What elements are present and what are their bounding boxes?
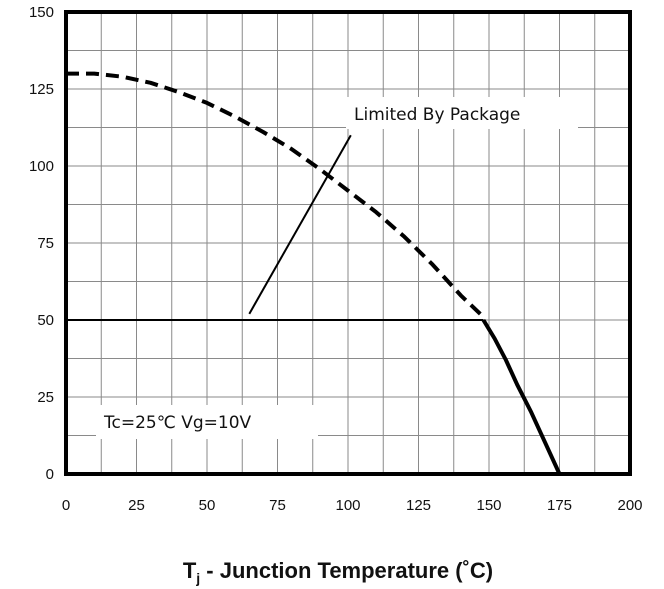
x-tick-label: 75 [269, 497, 286, 514]
series-line-1 [66, 71, 485, 319]
x-tick-label: 125 [406, 497, 431, 514]
x-axis-title-subscript: j [195, 570, 200, 586]
x-axis-title: Tj - Junction Temperature (˚C) [183, 558, 493, 586]
x-tick-label: 0 [62, 497, 70, 514]
limited-by-package-label-bg [346, 97, 578, 129]
y-tick-label: 25 [37, 389, 54, 406]
limited-by-package-label: Limited By Package [354, 105, 520, 125]
y-tick-labels: 0 25 50 75 100 125 150 [29, 4, 54, 483]
y-tick-label: 0 [46, 466, 54, 483]
y-tick-label: 125 [29, 81, 54, 98]
plot-frame [64, 10, 632, 476]
series-layer [66, 71, 562, 475]
x-tick-label: 25 [128, 497, 145, 514]
y-tick-label: 75 [37, 235, 54, 252]
grid-lines [66, 12, 630, 474]
test-condition-label: Tc=25℃ Vg=10V [103, 413, 252, 433]
x-tick-label: 150 [476, 497, 501, 514]
series-line-2 [481, 318, 562, 475]
x-axis-title-main: T [183, 558, 197, 583]
x-tick-label: 175 [547, 497, 572, 514]
y-tick-label: 50 [37, 312, 54, 329]
y-tick-label: 150 [29, 4, 54, 21]
x-tick-label: 200 [617, 497, 642, 514]
y-tick-label: 100 [29, 158, 54, 175]
limited-by-package-pointer [248, 134, 352, 315]
test-condition-label-bg [96, 405, 318, 439]
x-tick-label: 100 [335, 497, 360, 514]
x-tick-label: 50 [199, 497, 216, 514]
x-axis-title-rest: - Junction Temperature (˚C) [200, 558, 493, 583]
x-tick-labels: 0 25 50 75 100 125 150 175 200 [62, 497, 643, 514]
